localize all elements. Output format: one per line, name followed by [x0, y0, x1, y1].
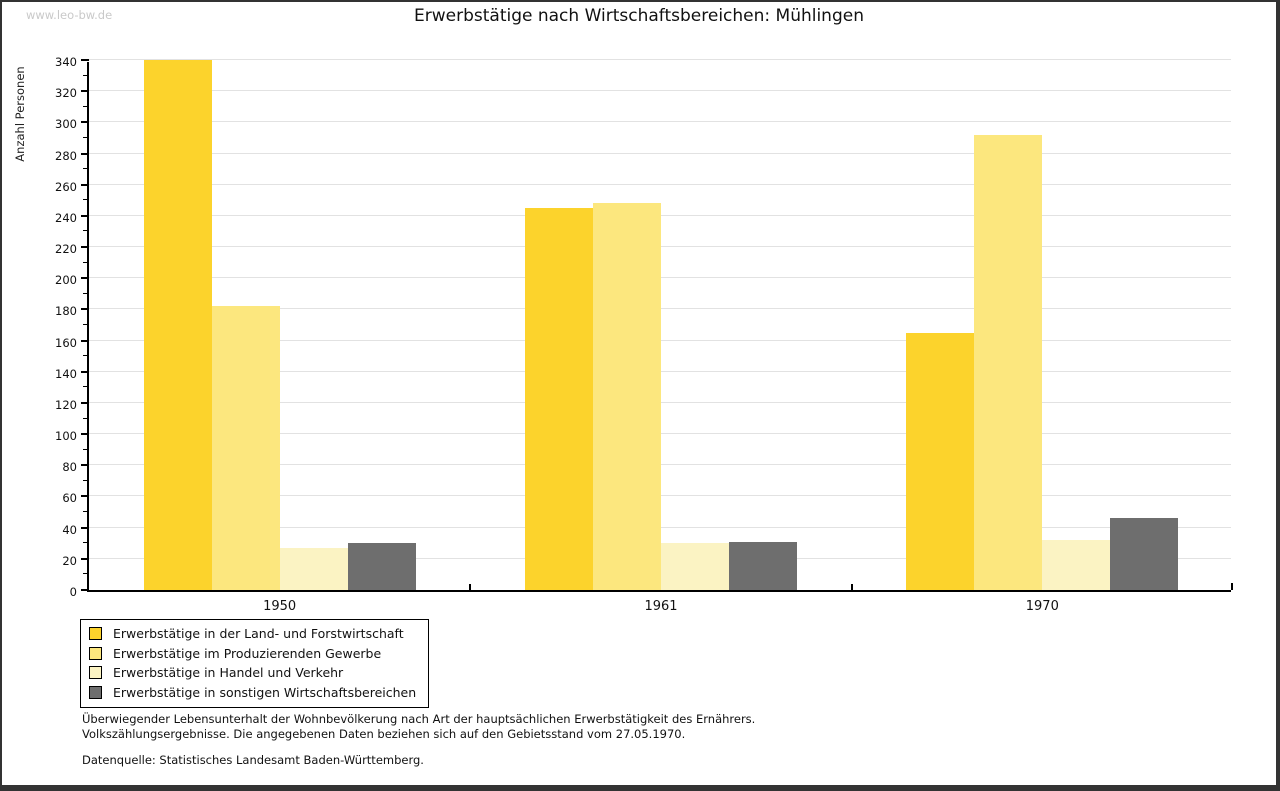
gridline-y-300 [89, 121, 1231, 123]
y-tick-label-140: 140 [55, 366, 77, 381]
y-tick-label-280: 280 [55, 148, 77, 163]
y-tick-20 [81, 557, 89, 560]
bar-1950-series-1 [143, 60, 212, 590]
legend-label-3: Erwerbstätige in Handel und Verkehr [113, 665, 344, 681]
y-minor-tick-270 [83, 168, 89, 170]
y-minor-tick-170 [83, 324, 89, 325]
y-tick-40 [81, 526, 89, 529]
y-minor-tick-70 [83, 479, 89, 481]
bar-1961-series-2 [593, 203, 661, 590]
y-minor-tick-130 [83, 386, 89, 388]
gridline-y-260 [89, 183, 1231, 185]
y-minor-tick-90 [83, 448, 89, 450]
y-minor-tick-110 [83, 417, 89, 419]
y-tick-340 [81, 59, 89, 61]
legend-item-1: Erwerbstätige in der Land- und Forstwirt… [89, 624, 416, 644]
legend-item-2: Erwerbstätige im Produzierenden Gewerbe [89, 644, 416, 664]
y-tick-100 [81, 433, 89, 436]
legend-swatch-1 [89, 627, 102, 641]
bar-1970-series-1 [906, 332, 975, 590]
y-tick-label-220: 220 [55, 242, 77, 257]
y-tick-80 [81, 464, 89, 467]
legend: Erwerbstätige in der Land- und Forstwirt… [80, 619, 430, 708]
legend-item-3: Erwerbstätige in Handel und Verkehr [89, 663, 416, 683]
x-boundary-tick-2 [850, 584, 853, 590]
gridline-y-340 [89, 59, 1231, 60]
y-minor-tick-210 [83, 261, 89, 263]
bar-1961-series-4 [729, 541, 797, 590]
y-tick-160 [81, 339, 89, 342]
y-tick-180 [81, 308, 89, 311]
legend-swatch-3 [89, 666, 102, 680]
legend-swatch-2 [89, 646, 102, 660]
bar-1970-series-3 [1042, 540, 1111, 590]
y-minor-tick-50 [83, 511, 89, 513]
footnote-line2: Volkszählungsergebnisse. Die angegebenen… [82, 727, 686, 741]
x-category-label-1961: 1961 [644, 599, 678, 614]
gridline-y-280 [89, 152, 1231, 154]
y-minor-tick-30 [83, 542, 89, 544]
y-tick-label-0: 0 [69, 585, 77, 599]
y-tick-label-200: 200 [55, 273, 77, 288]
bar-1950-series-2 [211, 306, 280, 590]
y-tick-140 [81, 370, 89, 373]
legend-swatch-4 [89, 685, 102, 699]
y-tick-label-60: 60 [62, 491, 77, 506]
y-tick-label-120: 120 [55, 397, 77, 412]
chart-title: Erwerbstätige nach Wirtschaftsbereichen:… [414, 6, 864, 26]
legend-label-2: Erwerbstätige im Produzierenden Gewerbe [113, 645, 382, 661]
x-category-label-1970: 1970 [1025, 599, 1059, 614]
y-minor-tick-290 [83, 136, 89, 138]
y-minor-tick-10 [83, 573, 89, 575]
bar-1950-series-3 [279, 547, 348, 590]
x-boundary-tick-1 [469, 584, 472, 590]
y-tick-label-340: 340 [55, 55, 77, 69]
legend-item-4: Erwerbstätige in sonstigen Wirtschaftsbe… [89, 683, 416, 703]
y-tick-label-160: 160 [55, 335, 77, 350]
y-tick-220 [81, 246, 89, 249]
x-axis-end-tick [1231, 583, 1233, 590]
y-tick-60 [81, 495, 89, 498]
y-tick-label-320: 320 [55, 86, 77, 101]
legend-label-4: Erwerbstätige in sonstigen Wirtschaftsbe… [113, 684, 417, 700]
plot-area: 0 20 40 60 80 100 120 140 160 180 200 220 240 260 280 3… [55, 55, 1233, 614]
gridline-y-320 [89, 90, 1231, 92]
y-tick-280 [81, 152, 89, 155]
y-minor-tick-310 [83, 105, 89, 107]
y-tick-240 [81, 214, 89, 217]
bar-1961-series-3 [661, 543, 729, 590]
y-tick-120 [81, 401, 89, 404]
x-category-label-1950: 1950 [263, 599, 297, 614]
watermark: www.leo-bw.de [26, 8, 113, 22]
y-minor-tick-250 [83, 199, 89, 201]
y-minor-tick-190 [83, 292, 89, 294]
bar-1961-series-1 [525, 208, 593, 590]
bar-1970-series-4 [1110, 518, 1179, 590]
y-tick-label-300: 300 [55, 117, 77, 132]
y-tick-label-40: 40 [62, 522, 77, 537]
bar-1950-series-4 [347, 543, 416, 590]
y-tick-label-20: 20 [62, 553, 77, 568]
y-axis-label: Anzahl Personen [13, 66, 27, 162]
y-tick-0 [81, 589, 89, 591]
y-tick-200 [81, 277, 89, 280]
y-minor-tick-150 [83, 355, 89, 357]
y-tick-260 [81, 183, 89, 186]
y-tick-320 [81, 90, 89, 93]
y-minor-tick-330 [83, 74, 89, 76]
y-tick-300 [81, 121, 89, 124]
legend-label-1: Erwerbstätige in der Land- und Forstwirt… [113, 626, 404, 642]
y-tick-label-240: 240 [55, 210, 77, 225]
data-source: Datenquelle: Statistisches Landesamt Bad… [82, 753, 424, 767]
y-tick-label-100: 100 [55, 429, 77, 444]
y-tick-label-260: 260 [55, 179, 77, 194]
y-tick-label-80: 80 [62, 460, 77, 475]
y-minor-tick-230 [83, 230, 89, 232]
footnote: Überwiegender Lebensunterhalt der Wohnbe… [82, 712, 755, 742]
bar-1970-series-2 [974, 134, 1043, 590]
footnote-line1: Überwiegender Lebensunterhalt der Wohnbe… [82, 712, 756, 726]
y-tick-label-180: 180 [55, 304, 77, 319]
